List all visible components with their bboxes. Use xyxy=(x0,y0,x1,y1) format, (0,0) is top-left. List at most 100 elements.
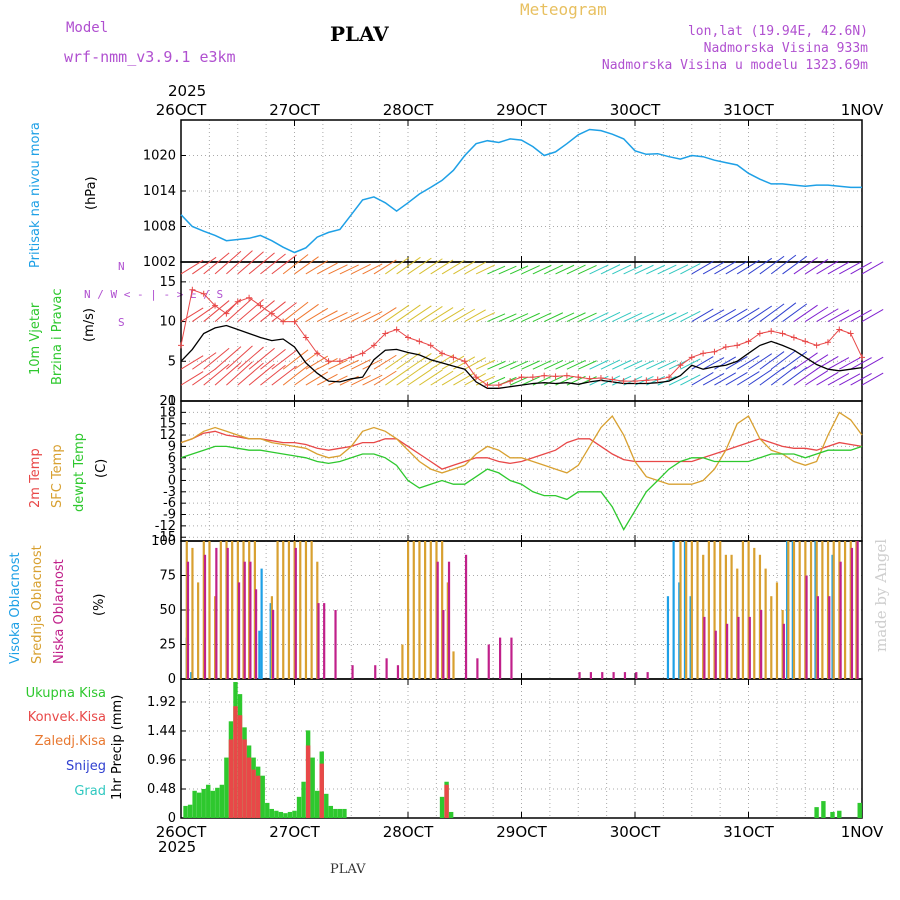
wind-barb xyxy=(509,265,529,275)
wind-barb xyxy=(282,254,309,275)
wind-barb xyxy=(770,254,797,275)
wind-barb xyxy=(782,303,808,322)
wind-gust-point xyxy=(325,358,332,365)
precip-bar xyxy=(255,775,261,818)
wind-barb xyxy=(328,264,348,275)
wind-barb xyxy=(373,354,397,370)
wind-barb xyxy=(294,351,319,370)
wind-barb xyxy=(351,263,371,275)
precip-bar xyxy=(837,810,842,818)
cloud-bar xyxy=(838,541,841,679)
wind-barb xyxy=(736,259,760,275)
wind-gust-point xyxy=(632,378,638,385)
cloud-bar xyxy=(730,554,733,679)
pressure-line xyxy=(180,128,862,254)
lonlat-label: lon,lat (19.94E, 42.6N) xyxy=(687,24,868,39)
cloud-bar xyxy=(666,596,670,679)
cloud-bar xyxy=(260,568,263,679)
wind-barb xyxy=(282,365,309,386)
wind-barb xyxy=(453,372,476,386)
wind-gust-point xyxy=(473,374,480,381)
cloud-bar xyxy=(702,554,705,679)
cloud-bar xyxy=(826,541,830,679)
panel-frame-precipitation xyxy=(180,678,863,819)
wind-barb xyxy=(566,264,586,275)
wind-barb xyxy=(203,363,230,386)
wind-gust-point xyxy=(507,378,514,385)
precip-bar xyxy=(444,784,449,818)
cloud-bar xyxy=(203,554,207,679)
y-tick-label: -6 xyxy=(163,496,176,511)
wind-barb xyxy=(351,359,371,370)
wind-barb xyxy=(180,259,204,275)
wind-barb xyxy=(498,265,517,275)
wind-gust-point xyxy=(223,310,230,317)
wind-barb xyxy=(646,312,666,323)
wind-barb xyxy=(430,259,454,275)
cloud-bar xyxy=(646,672,649,679)
wind-barb xyxy=(305,307,329,322)
precip-bar xyxy=(201,788,206,818)
wind-barb xyxy=(759,351,785,370)
y-tick-label: 1.44 xyxy=(147,724,176,739)
wind-barb xyxy=(770,302,797,322)
wind-barb xyxy=(475,264,496,275)
wind-barb xyxy=(748,353,773,370)
precip-bar xyxy=(274,810,279,818)
wind-barb xyxy=(578,360,597,370)
wind-barb xyxy=(237,346,264,370)
x-tick-label-top: 30OCT xyxy=(610,101,661,119)
wind-barb xyxy=(192,304,217,322)
wind-barb xyxy=(226,250,253,275)
cloud-bar xyxy=(689,596,692,679)
precip-bar xyxy=(821,801,826,818)
wind-barb xyxy=(816,371,839,386)
wind-gust-point xyxy=(643,377,650,384)
model-elevation-label: Nadmorska Visina u modelu 1323.69m xyxy=(601,58,868,73)
wind-barb xyxy=(385,352,410,370)
precip-bar xyxy=(246,757,252,818)
wind-gust-point xyxy=(257,302,264,309)
wind-barb xyxy=(600,359,621,370)
cloud-bar xyxy=(726,623,729,679)
wind-barb xyxy=(464,357,486,370)
cloud-bar xyxy=(703,616,706,679)
wind-barb xyxy=(351,375,371,386)
wind-barb xyxy=(861,372,884,386)
precip-bar xyxy=(183,805,188,818)
cloud-bar xyxy=(805,575,808,679)
wind-barb xyxy=(487,376,506,386)
precip-bar xyxy=(319,763,324,818)
wind-barb xyxy=(555,312,575,323)
temp-line-1 xyxy=(180,411,863,485)
wind-barb xyxy=(396,352,421,370)
y-tick-label: 0 xyxy=(168,672,176,687)
precip-bar xyxy=(187,804,193,818)
cloud-bar xyxy=(476,658,479,679)
cloud-bar xyxy=(589,672,592,679)
cloud-bar xyxy=(299,541,302,679)
wind-barb xyxy=(543,312,564,323)
wind-barb xyxy=(464,309,486,323)
cloud-bar xyxy=(791,541,794,679)
wind-barb xyxy=(839,309,861,323)
wind-barb xyxy=(748,369,773,386)
wind-barb xyxy=(385,304,410,322)
temp-line-0 xyxy=(180,430,863,470)
y-tick-label: 15 xyxy=(159,275,176,290)
cloud-bar xyxy=(215,547,218,679)
y-tick-label: 6 xyxy=(168,451,176,466)
cloud-bar xyxy=(843,541,847,679)
wind-barb xyxy=(192,352,217,370)
wind-barb xyxy=(714,261,737,275)
cloud-bar xyxy=(243,561,246,679)
precip-bar xyxy=(228,739,234,818)
wind-barb xyxy=(759,303,785,322)
wind-barb xyxy=(294,256,319,275)
cloud-bar xyxy=(714,630,717,679)
wind-barb xyxy=(373,259,397,275)
wind-barb xyxy=(385,368,410,386)
wind-barb xyxy=(248,363,275,386)
precip-bar xyxy=(219,784,225,818)
cloud-bar xyxy=(316,561,319,679)
